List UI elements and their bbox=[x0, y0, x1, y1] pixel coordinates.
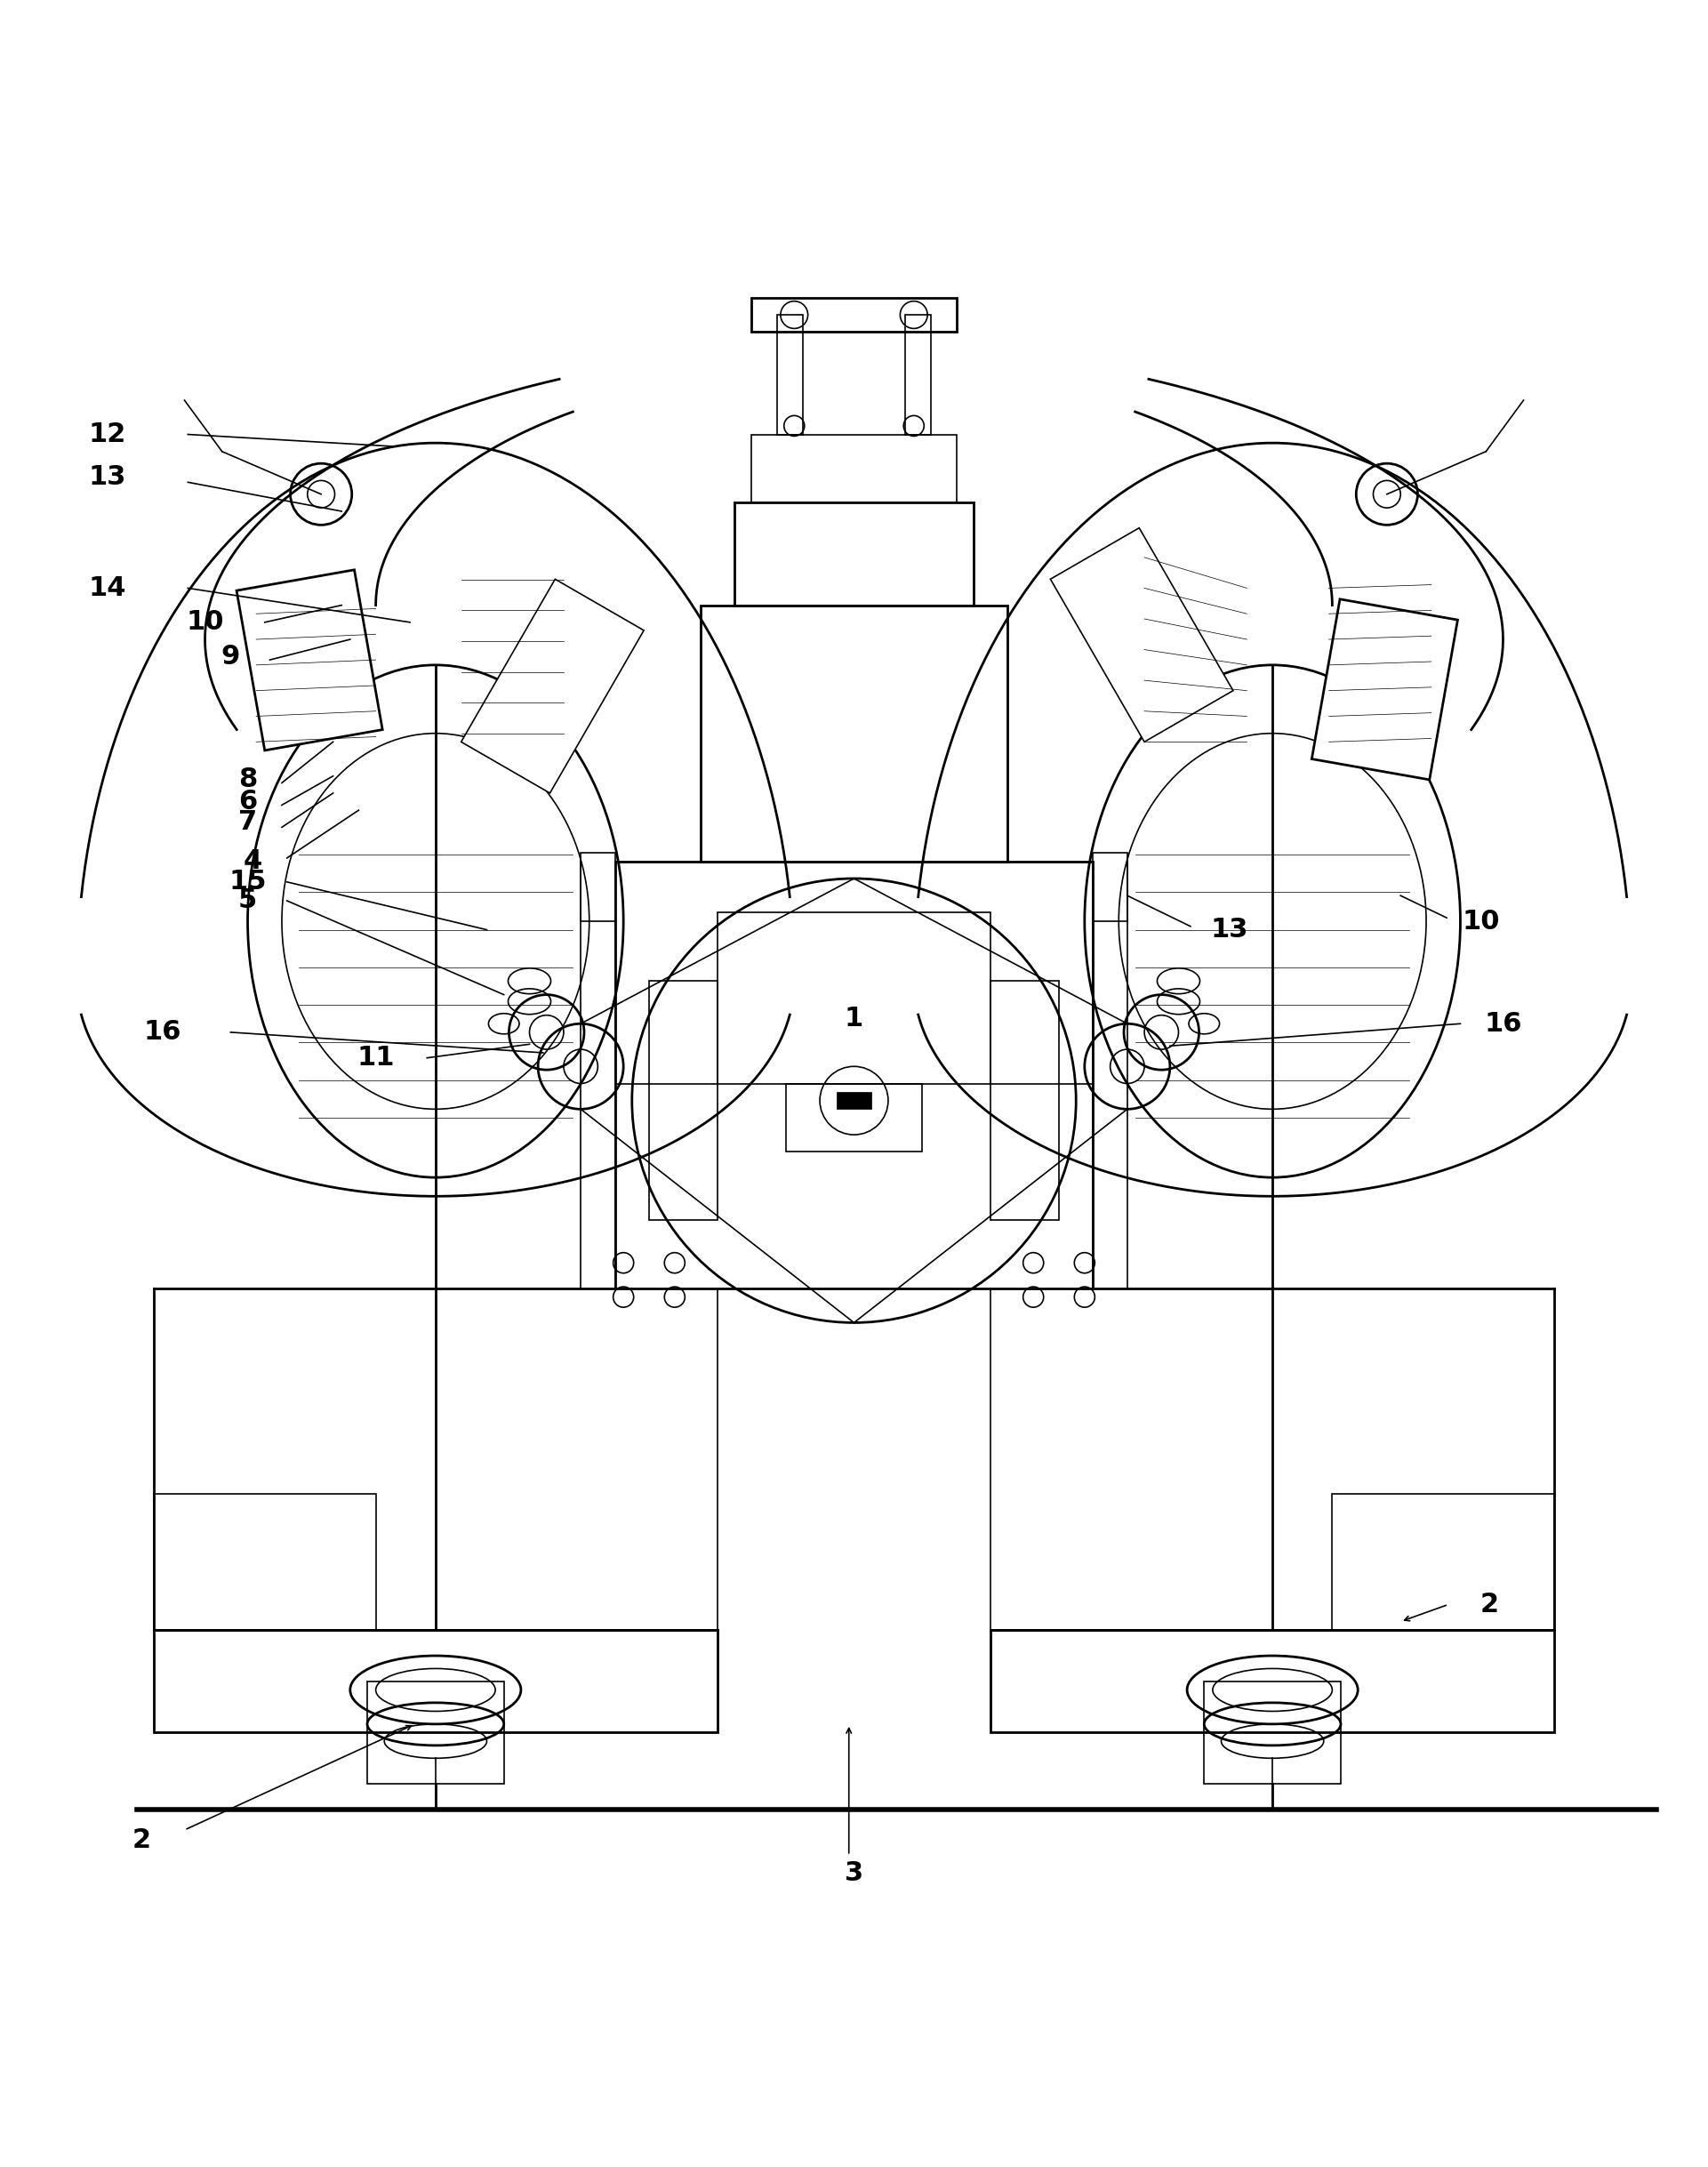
Text: 2: 2 bbox=[133, 1827, 150, 1853]
Bar bbox=[991, 1630, 1554, 1734]
Bar bbox=[734, 503, 974, 605]
Text: 16: 16 bbox=[143, 1018, 181, 1044]
Bar bbox=[1332, 1493, 1554, 1630]
Bar bbox=[752, 297, 956, 332]
Text: 16: 16 bbox=[1484, 1010, 1522, 1036]
Bar bbox=[154, 1630, 717, 1734]
Bar bbox=[991, 982, 1059, 1220]
Bar bbox=[717, 912, 991, 1084]
Text: 1: 1 bbox=[844, 1005, 864, 1031]
Text: 10: 10 bbox=[186, 609, 224, 635]
Bar bbox=[1204, 1682, 1341, 1783]
Bar bbox=[367, 1682, 504, 1783]
Text: 8: 8 bbox=[237, 767, 258, 793]
Bar bbox=[700, 605, 1008, 862]
Text: 6: 6 bbox=[237, 789, 258, 815]
Text: 5: 5 bbox=[237, 888, 258, 914]
Bar bbox=[786, 1084, 922, 1153]
Text: 9: 9 bbox=[220, 644, 241, 670]
Bar bbox=[581, 854, 615, 921]
Text: 4: 4 bbox=[243, 849, 263, 873]
Bar bbox=[237, 570, 383, 750]
Text: 13: 13 bbox=[89, 464, 126, 490]
Bar bbox=[752, 433, 956, 503]
Text: 15: 15 bbox=[229, 869, 266, 895]
Text: 13: 13 bbox=[1211, 917, 1249, 943]
Text: 10: 10 bbox=[1462, 908, 1500, 934]
Bar bbox=[1050, 529, 1233, 741]
Text: 3: 3 bbox=[845, 1859, 863, 1885]
Bar bbox=[1093, 854, 1127, 921]
Bar bbox=[777, 314, 803, 433]
Bar bbox=[837, 1092, 871, 1110]
Text: 11: 11 bbox=[357, 1044, 395, 1070]
Bar bbox=[154, 1493, 376, 1630]
Text: 12: 12 bbox=[89, 423, 126, 446]
Bar bbox=[461, 579, 644, 793]
Text: 7: 7 bbox=[239, 808, 256, 834]
Bar bbox=[615, 862, 1093, 1289]
Bar bbox=[1312, 598, 1457, 780]
Text: 14: 14 bbox=[89, 574, 126, 600]
Bar bbox=[649, 982, 717, 1220]
Bar bbox=[905, 314, 931, 433]
Text: 2: 2 bbox=[1481, 1591, 1498, 1617]
